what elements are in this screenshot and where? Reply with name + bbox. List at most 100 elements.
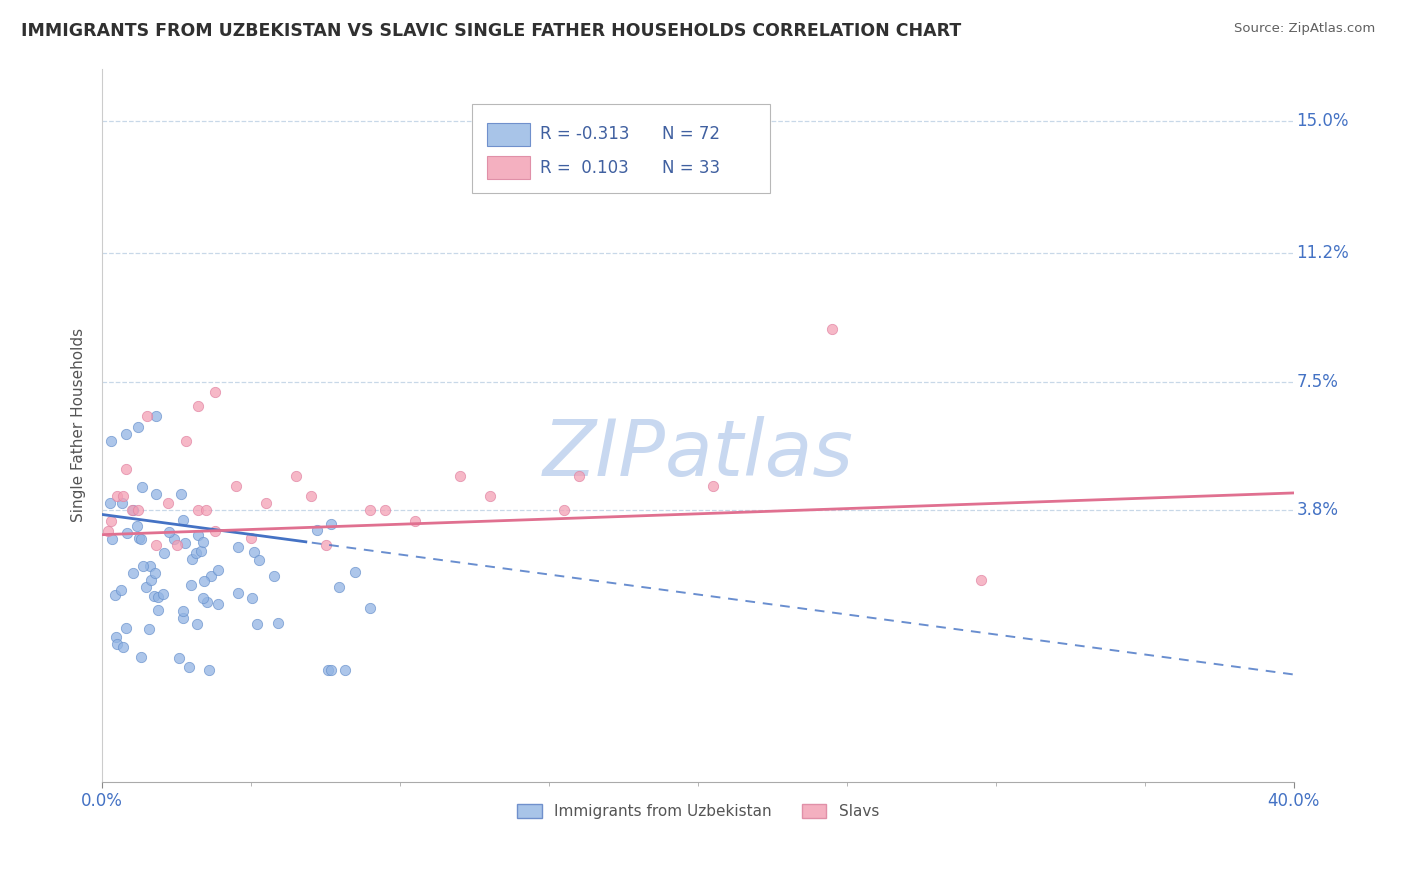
Text: N = 72: N = 72 (662, 125, 720, 143)
Point (115, 621, 138, 635)
Point (190, 543, 212, 558)
Point (122, 566, 145, 580)
Point (204, 524, 226, 539)
Text: 15.0%: 15.0% (1296, 112, 1348, 129)
Point (152, 587, 174, 601)
Point (553, 503, 575, 517)
Y-axis label: Single Father Households: Single Father Households (72, 328, 86, 522)
Point (145, 538, 167, 552)
Point (131, 480, 153, 494)
Point (204, 385, 226, 400)
Point (163, 532, 186, 546)
Point (115, 426, 138, 441)
Point (143, 566, 166, 580)
FancyBboxPatch shape (486, 156, 530, 179)
Point (200, 568, 222, 582)
Point (128, 531, 150, 545)
Point (153, 546, 176, 560)
Point (315, 538, 337, 552)
Point (333, 664, 356, 678)
Point (240, 531, 263, 545)
Text: IMMIGRANTS FROM UZBEKISTAN VS SLAVIC SINGLE FATHER HOUSEHOLDS CORRELATION CHART: IMMIGRANTS FROM UZBEKISTAN VS SLAVIC SIN… (21, 22, 962, 40)
Point (105, 490, 128, 504)
Text: Source: ZipAtlas.com: Source: ZipAtlas.com (1234, 22, 1375, 36)
Point (115, 461, 138, 475)
Point (404, 514, 426, 528)
Point (172, 611, 194, 625)
Point (267, 615, 290, 630)
Point (167, 650, 190, 665)
Point (187, 399, 209, 413)
Point (226, 586, 249, 600)
Point (263, 568, 285, 582)
Point (112, 490, 135, 504)
Point (821, 322, 844, 336)
Point (187, 503, 209, 517)
Point (319, 516, 342, 531)
Point (127, 503, 149, 517)
Text: 11.2%: 11.2% (1296, 244, 1348, 262)
Point (299, 490, 322, 504)
Point (449, 468, 471, 483)
Point (111, 496, 134, 510)
Point (172, 513, 194, 527)
FancyBboxPatch shape (486, 123, 530, 145)
Point (246, 617, 269, 632)
Point (316, 664, 339, 678)
Point (146, 603, 169, 617)
Point (127, 420, 149, 434)
Point (98, 496, 121, 510)
Point (172, 604, 194, 618)
Point (191, 534, 214, 549)
Point (225, 479, 247, 493)
Point (177, 660, 200, 674)
Point (186, 617, 208, 632)
Point (207, 564, 229, 578)
Point (240, 591, 263, 606)
Point (359, 601, 381, 615)
Point (135, 580, 157, 594)
Point (104, 630, 127, 644)
Point (180, 552, 202, 566)
Point (198, 664, 221, 678)
Point (207, 597, 229, 611)
Point (100, 514, 122, 528)
FancyBboxPatch shape (471, 104, 769, 194)
Point (702, 479, 724, 493)
Point (187, 527, 209, 541)
Point (115, 526, 138, 541)
Point (110, 582, 132, 597)
Point (104, 588, 127, 602)
Point (156, 496, 179, 510)
Point (305, 523, 328, 537)
Point (186, 546, 208, 560)
Point (284, 468, 307, 483)
Text: N = 33: N = 33 (662, 159, 720, 177)
Point (328, 581, 350, 595)
Point (226, 540, 249, 554)
Point (100, 434, 122, 448)
Point (170, 487, 193, 501)
Text: R = -0.313: R = -0.313 (540, 125, 628, 143)
Point (254, 496, 277, 510)
Point (121, 503, 143, 517)
Point (132, 558, 155, 573)
Point (111, 640, 134, 654)
Point (101, 532, 124, 546)
Point (105, 637, 128, 651)
Point (374, 503, 396, 517)
Text: R =  0.103: R = 0.103 (540, 159, 628, 177)
Point (135, 409, 157, 424)
Point (139, 574, 162, 588)
Point (138, 622, 160, 636)
Point (970, 573, 993, 587)
Point (180, 578, 202, 592)
Point (359, 503, 381, 517)
Text: 7.5%: 7.5% (1296, 373, 1339, 391)
Point (142, 589, 165, 603)
Text: ZIPatlas: ZIPatlas (543, 416, 853, 491)
Point (191, 591, 214, 605)
Point (173, 536, 195, 550)
Point (243, 544, 266, 558)
Point (343, 565, 366, 579)
